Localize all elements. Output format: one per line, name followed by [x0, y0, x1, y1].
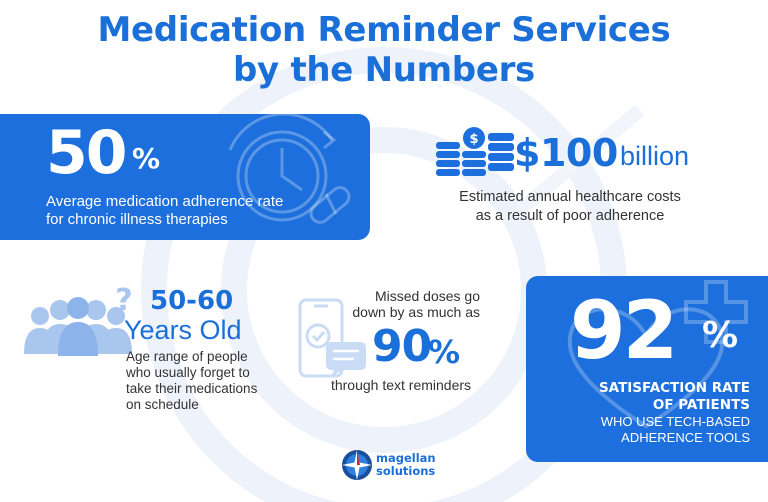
adherence-value: 50 — [46, 118, 127, 188]
costs-description: Estimated annual healthcare costs as a r… — [420, 188, 720, 226]
age-desc-line-1: Age range of people — [126, 349, 248, 364]
satisfaction-line-4: ADHERENCE TOOLS — [621, 430, 750, 445]
costs-desc-line-1: Estimated annual healthcare costs — [459, 189, 681, 205]
clock-pill-icon — [228, 114, 351, 224]
missed-value: 90 — [372, 321, 432, 372]
missed-unit: % — [428, 333, 461, 371]
age-desc-line-2: who usually forget to — [126, 365, 250, 380]
logo-text-line-2: solutions — [376, 464, 436, 478]
missed-intro: Missed doses go down by as much as — [350, 288, 480, 320]
satisfaction-line-2: OF PATIENTS — [652, 397, 750, 413]
missed-intro-line-1: Missed doses go — [374, 288, 480, 304]
age-unit: Years Old — [124, 315, 242, 345]
adherence-desc-line-2: for chronic illness therapies — [46, 211, 228, 228]
title-line-2: by the Numbers — [233, 50, 535, 90]
costs-value: $100 — [514, 131, 618, 175]
satisfaction-line-1: SATISFACTION RATE — [598, 380, 750, 396]
coin-stacks-icon: $ — [436, 127, 514, 176]
satisfaction-line-3: WHO USE TECH-BASED — [600, 414, 750, 429]
costs-unit: billion — [620, 141, 690, 171]
age-desc-line-3: take their medications — [126, 381, 258, 396]
age-desc-line-4: on schedule — [126, 397, 199, 412]
compass-rose-icon — [342, 450, 372, 480]
missed-intro-line-2: down by as much as — [352, 304, 480, 320]
satisfaction-card: 92 % SATISFACTION RATE OF PATIENTS WHO U… — [526, 276, 768, 462]
title-line-1: Medication Reminder Services — [97, 10, 671, 50]
age-value: 50-60 — [150, 286, 234, 316]
people-question-icon: ? — [24, 283, 133, 356]
phone-message-icon — [298, 298, 366, 378]
satisfaction-value: 92 — [570, 284, 678, 377]
heart-cross-icon — [567, 280, 748, 429]
svg-text:?: ? — [115, 283, 132, 318]
logo-text-line-1: magellan — [376, 451, 436, 465]
page-title: Medication Reminder Services by the Numb… — [0, 10, 768, 90]
adherence-card: 50 % Average medication adherence rate f… — [0, 114, 370, 240]
adherence-unit: % — [132, 142, 161, 175]
costs-desc-line-2: as a result of poor adherence — [475, 208, 665, 224]
satisfaction-unit: % — [702, 315, 739, 356]
adherence-description: Average medication adherence rate for ch… — [46, 193, 346, 229]
missed-outro: through text reminders — [330, 377, 472, 393]
svg-text:$: $ — [469, 132, 478, 147]
adherence-desc-line-1: Average medication adherence rate — [46, 193, 284, 210]
age-description: Age range of people who usually forget t… — [126, 349, 296, 413]
